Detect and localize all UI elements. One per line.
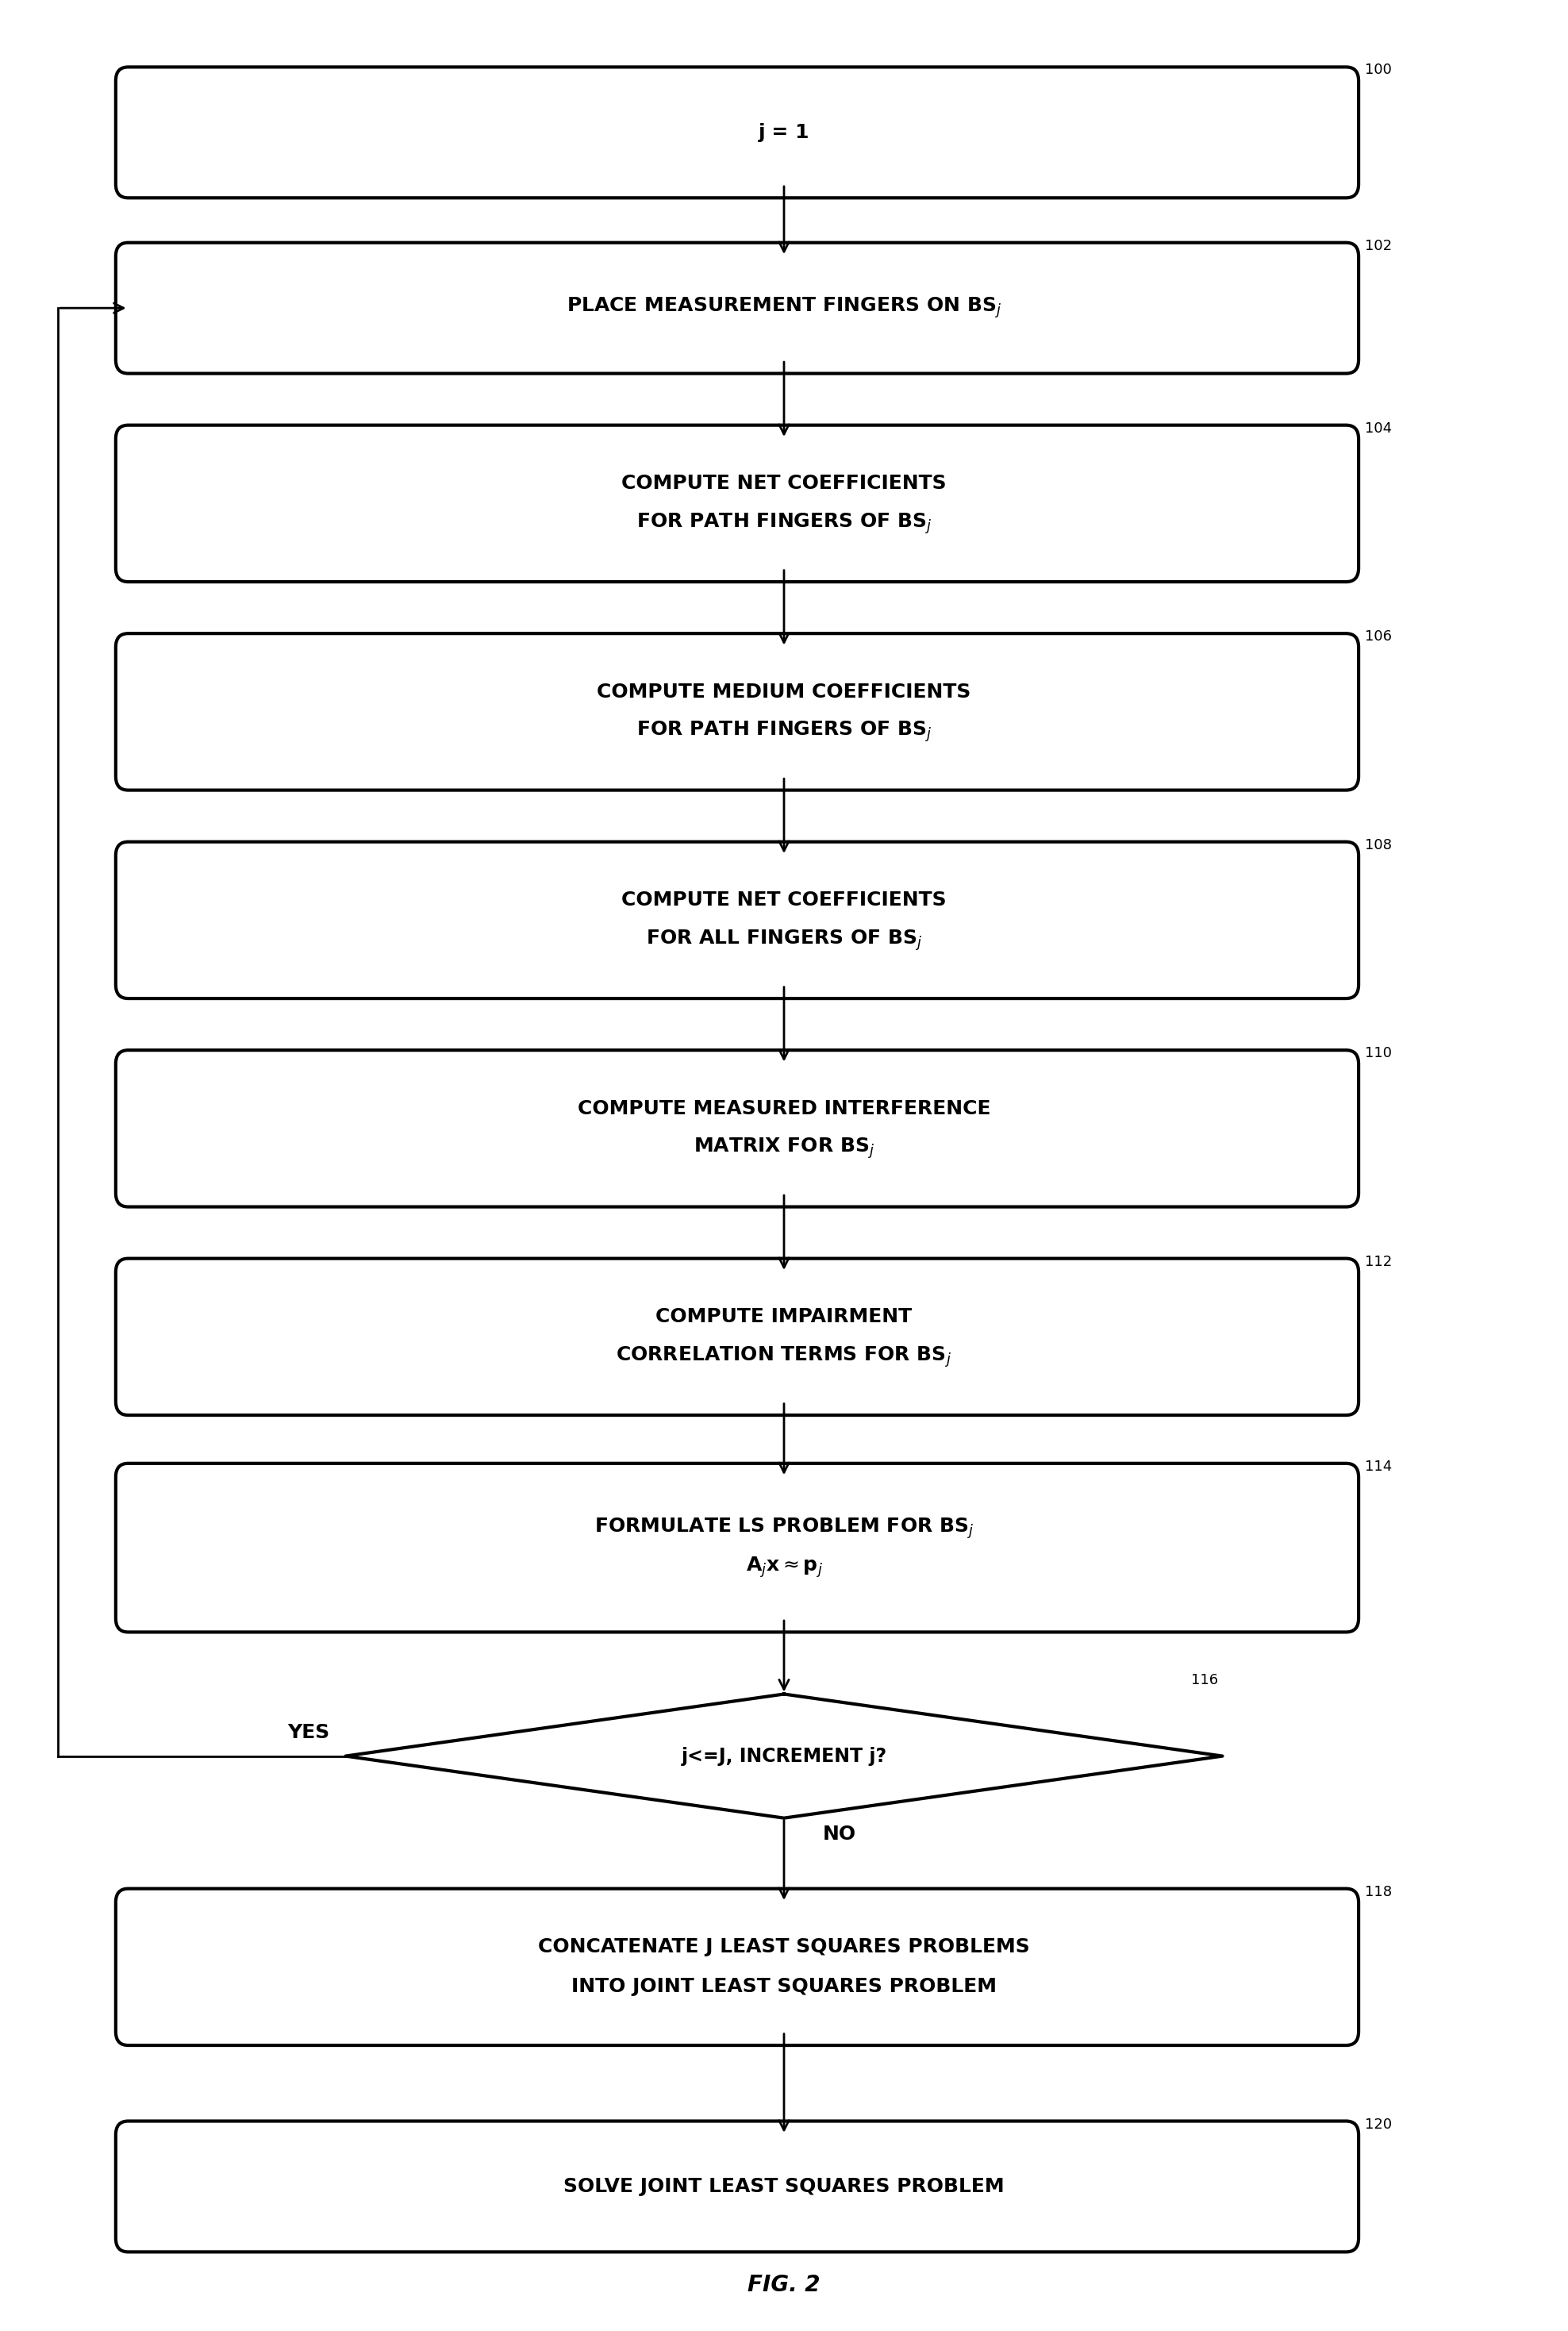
- Text: 110: 110: [1364, 1047, 1392, 1061]
- Text: CORRELATION TERMS FOR BS$_j$: CORRELATION TERMS FOR BS$_j$: [616, 1345, 952, 1368]
- Polygon shape: [345, 1695, 1223, 1818]
- Text: PLACE MEASUREMENT FINGERS ON BS$_j$: PLACE MEASUREMENT FINGERS ON BS$_j$: [566, 296, 1002, 319]
- Text: 106: 106: [1364, 629, 1392, 643]
- Text: FOR PATH FINGERS OF BS$_j$: FOR PATH FINGERS OF BS$_j$: [637, 510, 931, 536]
- FancyBboxPatch shape: [116, 2121, 1358, 2252]
- Text: j = 1: j = 1: [759, 124, 809, 142]
- Text: COMPUTE MEASURED INTERFERENCE: COMPUTE MEASURED INTERFERENCE: [577, 1100, 991, 1119]
- FancyBboxPatch shape: [116, 424, 1358, 583]
- Text: COMPUTE NET COEFFICIENTS: COMPUTE NET COEFFICIENTS: [621, 890, 947, 909]
- Text: j<=J, INCREMENT j?: j<=J, INCREMENT j?: [681, 1746, 887, 1765]
- FancyBboxPatch shape: [116, 1464, 1358, 1632]
- Text: 100: 100: [1364, 63, 1392, 77]
- Text: COMPUTE IMPAIRMENT: COMPUTE IMPAIRMENT: [655, 1308, 913, 1326]
- Text: 118: 118: [1364, 1886, 1392, 1900]
- Text: 102: 102: [1364, 238, 1392, 254]
- Text: FIG. 2: FIG. 2: [748, 2273, 820, 2296]
- FancyBboxPatch shape: [116, 1051, 1358, 1207]
- FancyBboxPatch shape: [116, 68, 1358, 198]
- FancyBboxPatch shape: [116, 242, 1358, 373]
- Text: YES: YES: [287, 1723, 329, 1741]
- Text: $\mathbf{A}_j\mathbf{x}\approx\mathbf{p}_j$: $\mathbf{A}_j\mathbf{x}\approx\mathbf{p}…: [745, 1555, 823, 1580]
- FancyBboxPatch shape: [116, 841, 1358, 998]
- Text: CONCATENATE J LEAST SQUARES PROBLEMS: CONCATENATE J LEAST SQUARES PROBLEMS: [538, 1937, 1030, 1956]
- FancyBboxPatch shape: [116, 1259, 1358, 1415]
- FancyBboxPatch shape: [116, 634, 1358, 790]
- Text: INTO JOINT LEAST SQUARES PROBLEM: INTO JOINT LEAST SQUARES PROBLEM: [571, 1977, 997, 1995]
- Text: FOR PATH FINGERS OF BS$_j$: FOR PATH FINGERS OF BS$_j$: [637, 720, 931, 744]
- Text: SOLVE JOINT LEAST SQUARES PROBLEM: SOLVE JOINT LEAST SQUARES PROBLEM: [563, 2177, 1005, 2196]
- Text: 108: 108: [1364, 837, 1392, 853]
- Text: NO: NO: [823, 1825, 856, 1844]
- Text: COMPUTE MEDIUM COEFFICIENTS: COMPUTE MEDIUM COEFFICIENTS: [597, 683, 971, 702]
- Text: COMPUTE NET COEFFICIENTS: COMPUTE NET COEFFICIENTS: [621, 473, 947, 494]
- Text: MATRIX FOR BS$_j$: MATRIX FOR BS$_j$: [693, 1135, 875, 1161]
- Text: 116: 116: [1192, 1674, 1218, 1688]
- FancyBboxPatch shape: [116, 1888, 1358, 2044]
- Text: 120: 120: [1364, 2117, 1392, 2131]
- Text: 112: 112: [1364, 1254, 1392, 1268]
- Text: 104: 104: [1364, 422, 1392, 436]
- Text: 114: 114: [1364, 1459, 1392, 1473]
- Text: FOR ALL FINGERS OF BS$_j$: FOR ALL FINGERS OF BS$_j$: [646, 928, 922, 951]
- Text: FORMULATE LS PROBLEM FOR BS$_j$: FORMULATE LS PROBLEM FOR BS$_j$: [594, 1515, 974, 1541]
